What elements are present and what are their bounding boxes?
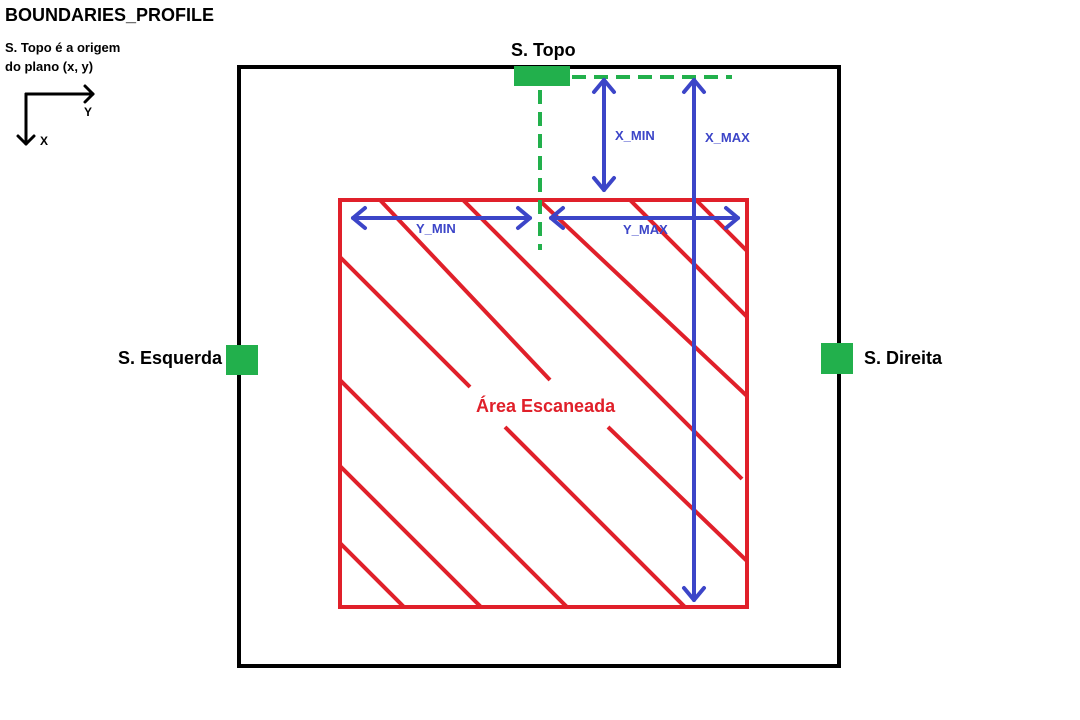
- x-axis-label: X: [40, 134, 49, 148]
- sensor-right-label: S. Direita: [864, 348, 943, 368]
- origin-note-line-2: do plano (x, y): [5, 59, 94, 74]
- x-max-arrow: [682, 78, 706, 602]
- x-max-label: X_MAX: [705, 130, 750, 145]
- sensor-right: [821, 343, 853, 374]
- origin-note-line-1: S. Topo é a origem: [5, 40, 121, 55]
- axes-indicator: [16, 84, 95, 146]
- sensor-top: [514, 66, 570, 86]
- sensor-left-label: S. Esquerda: [118, 348, 223, 368]
- origin-reference-lines: [538, 75, 732, 250]
- y-min-label: Y_MIN: [416, 221, 456, 236]
- sensor-left: [226, 345, 258, 375]
- scan-area: [338, 198, 749, 609]
- x-min-arrow: [592, 78, 616, 192]
- x-min-label: X_MIN: [615, 128, 655, 143]
- y-axis-arrowhead: [83, 84, 95, 104]
- x-axis-arrowhead: [16, 134, 36, 146]
- y-max-label: Y_MAX: [623, 222, 668, 237]
- sensor-top-label: S. Topo: [511, 40, 576, 60]
- y-min-arrow: [351, 206, 532, 230]
- y-axis-label: Y: [84, 105, 93, 119]
- diagram-title: BOUNDARIES_PROFILE: [5, 5, 215, 25]
- y-max-arrow: [549, 206, 740, 230]
- origin-note: S. Topo é a origem do plano (x, y): [5, 38, 120, 76]
- scan-area-label: Área Escaneada: [476, 396, 616, 416]
